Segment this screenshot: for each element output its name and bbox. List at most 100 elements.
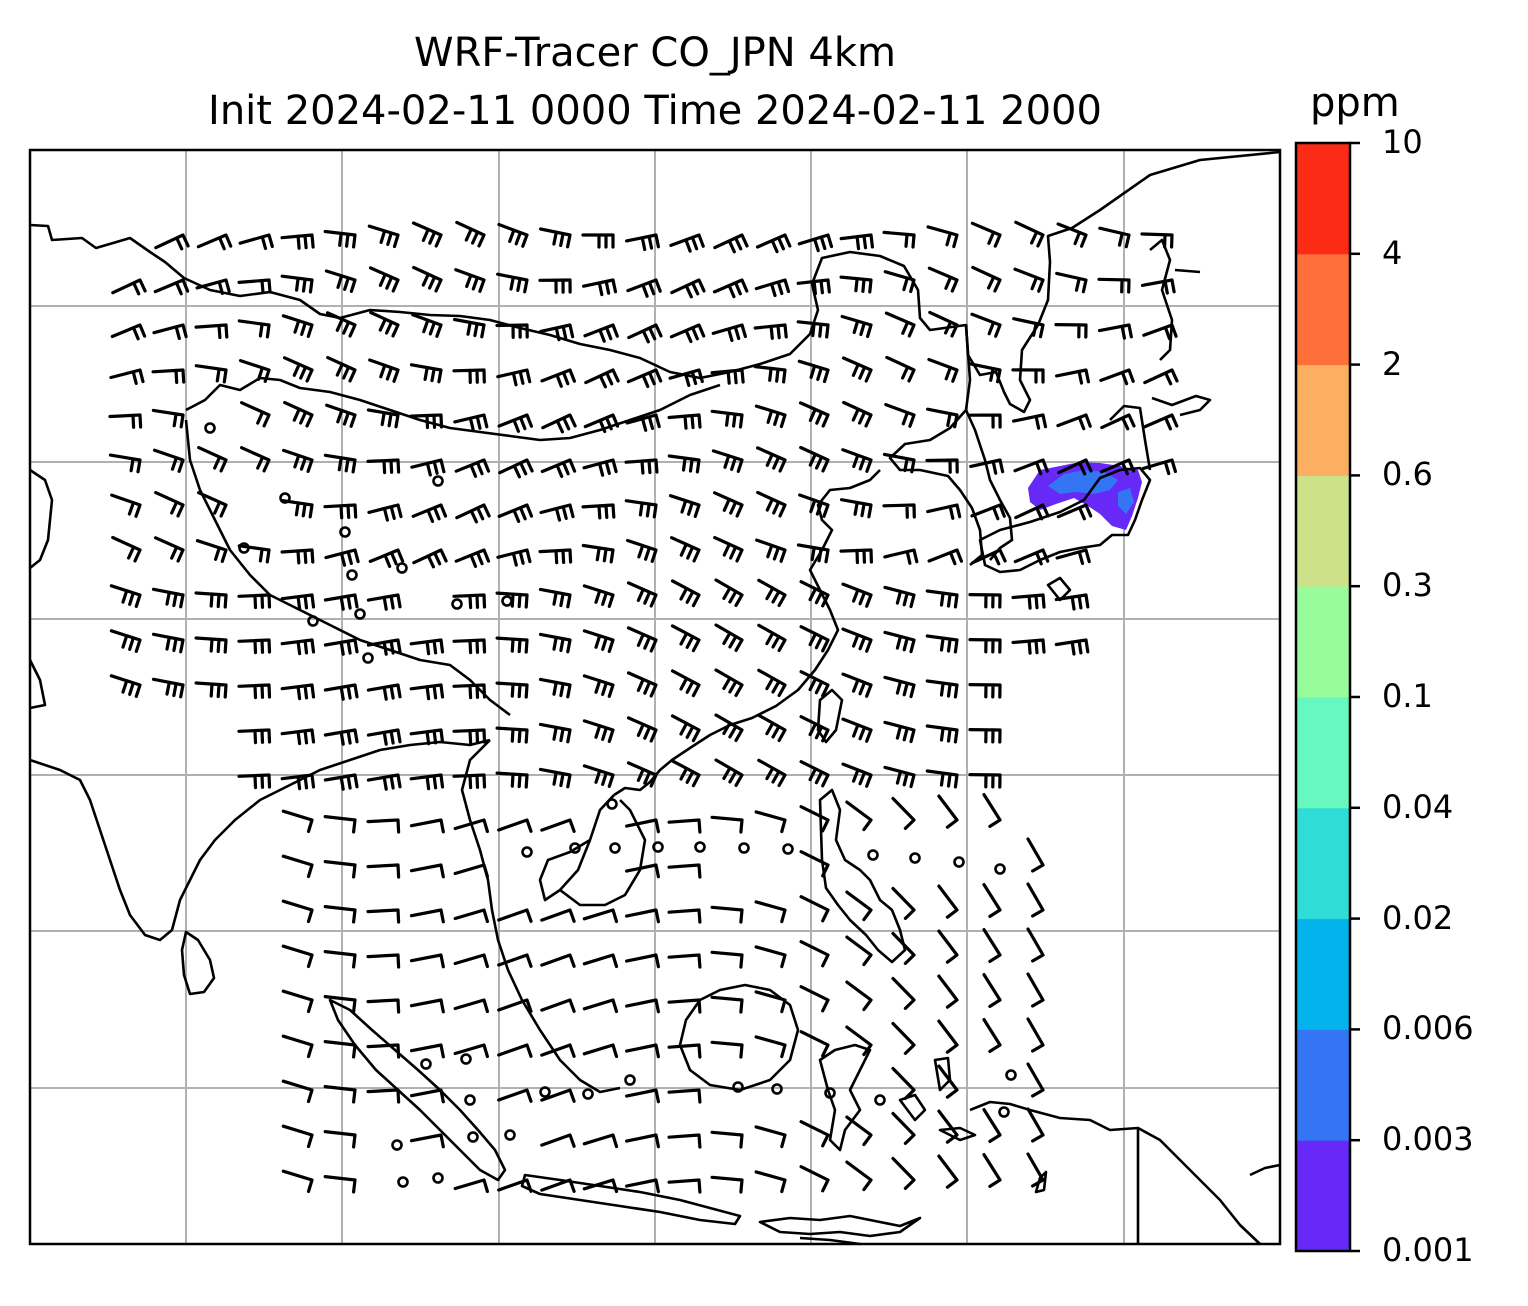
calm-wind-circle bbox=[569, 842, 581, 854]
wind-barb bbox=[323, 1130, 357, 1149]
wind-barb bbox=[411, 503, 448, 523]
calm-wind-circle bbox=[694, 841, 706, 853]
wind-barb bbox=[625, 953, 660, 969]
wind-barb bbox=[891, 976, 916, 1010]
calm-wind-circle bbox=[782, 843, 794, 855]
wind-barbs bbox=[108, 220, 1179, 1194]
wind-barb bbox=[626, 581, 658, 608]
wind-barb bbox=[197, 446, 228, 473]
wind-barb bbox=[756, 446, 787, 473]
wind-barb bbox=[1026, 1062, 1045, 1098]
wind-barb bbox=[582, 584, 615, 608]
wind-barb bbox=[411, 221, 443, 248]
colorbar-tick-label: 2 bbox=[1382, 344, 1403, 383]
wind-barb bbox=[111, 535, 142, 563]
wind-barb bbox=[754, 278, 791, 298]
calm-wind-circle bbox=[279, 492, 291, 504]
wind-barb bbox=[539, 323, 575, 342]
wind-barb bbox=[409, 773, 445, 791]
calm-wind-circle bbox=[460, 1053, 472, 1065]
wind-barb bbox=[670, 759, 701, 788]
wind-barb bbox=[1142, 323, 1178, 341]
wind-barb bbox=[625, 908, 660, 924]
wind-barb bbox=[1142, 413, 1179, 431]
wind-barb bbox=[797, 359, 830, 384]
wind-barb bbox=[1140, 232, 1174, 249]
wind-barb bbox=[926, 225, 959, 249]
wind-barb bbox=[841, 356, 873, 383]
wind-barb bbox=[453, 908, 489, 924]
wind-barb bbox=[154, 233, 190, 251]
wind-barb bbox=[754, 1125, 787, 1149]
wind-barb bbox=[882, 230, 916, 249]
wind-barb bbox=[1057, 458, 1093, 476]
wind-barb bbox=[625, 998, 660, 1014]
wind-barb bbox=[1097, 277, 1131, 294]
calm-wind-circle bbox=[539, 1086, 551, 1098]
wind-barb bbox=[626, 538, 658, 563]
calm-wind-circle bbox=[867, 849, 879, 861]
wind-barb bbox=[410, 458, 446, 477]
wind-barb bbox=[323, 503, 358, 520]
wind-barb bbox=[799, 1165, 830, 1193]
wind-barb bbox=[453, 1178, 489, 1194]
calm-wind-circle bbox=[504, 1129, 516, 1141]
wind-barb bbox=[754, 900, 787, 924]
calm-wind-circle bbox=[396, 562, 408, 574]
colorbar-tick-label: 0.003 bbox=[1382, 1120, 1474, 1159]
wind-barb bbox=[1011, 368, 1045, 384]
wind-barb bbox=[710, 995, 744, 1014]
wind-barb bbox=[541, 413, 577, 434]
colorbar-segment bbox=[1296, 1140, 1350, 1252]
colorbar-segment bbox=[1296, 697, 1350, 809]
wind-barb bbox=[882, 503, 916, 519]
wind-barb bbox=[583, 413, 620, 434]
wind-barb bbox=[845, 890, 873, 922]
wind-barb bbox=[927, 548, 963, 566]
wind-barb bbox=[710, 1130, 744, 1149]
wind-barb bbox=[454, 548, 491, 568]
wind-barb bbox=[710, 409, 744, 429]
wind-barb bbox=[798, 401, 830, 428]
calm-wind-markers bbox=[204, 422, 1017, 1188]
wind-barb bbox=[667, 1133, 702, 1149]
wind-barb bbox=[194, 681, 228, 699]
wind-barb bbox=[154, 491, 185, 518]
wind-barb bbox=[714, 713, 744, 742]
wind-barb bbox=[1011, 593, 1046, 610]
calm-wind-circle bbox=[432, 475, 444, 487]
colorbar-tick-label: 0.02 bbox=[1382, 898, 1454, 937]
wind-barb bbox=[625, 863, 660, 879]
wind-barb bbox=[754, 1170, 787, 1194]
calm-wind-circle bbox=[521, 846, 533, 858]
colorbar-segment bbox=[1296, 143, 1350, 255]
wind-barb bbox=[540, 1088, 576, 1103]
wind-barb bbox=[194, 591, 228, 609]
wind-barb bbox=[323, 905, 357, 924]
wind-barb bbox=[711, 449, 744, 473]
wind-barb bbox=[151, 408, 185, 429]
wind-barb bbox=[937, 1064, 959, 1099]
wind-barb bbox=[1026, 882, 1045, 918]
wind-barb bbox=[883, 720, 916, 744]
wind-barb bbox=[670, 579, 701, 608]
wind-barb bbox=[367, 224, 400, 249]
calm-wind-circle bbox=[738, 842, 750, 854]
wind-barb bbox=[497, 503, 534, 523]
calm-wind-circle bbox=[467, 1131, 479, 1143]
colorbar-tick-label: 0.6 bbox=[1382, 455, 1433, 494]
wind-barb bbox=[538, 548, 573, 565]
wind-barb bbox=[366, 408, 400, 429]
wind-barb bbox=[713, 536, 744, 563]
wind-barb bbox=[366, 458, 401, 475]
wind-barb bbox=[756, 490, 787, 518]
wind-barb bbox=[754, 1035, 787, 1059]
wind-barb bbox=[497, 818, 533, 833]
wind-barb bbox=[798, 493, 830, 518]
wind-barb bbox=[237, 278, 272, 295]
wind-barb bbox=[581, 543, 615, 564]
wind-barb bbox=[754, 810, 787, 834]
wind-barb bbox=[891, 1021, 916, 1055]
wind-barb bbox=[366, 863, 401, 879]
wind-barb bbox=[495, 681, 529, 699]
